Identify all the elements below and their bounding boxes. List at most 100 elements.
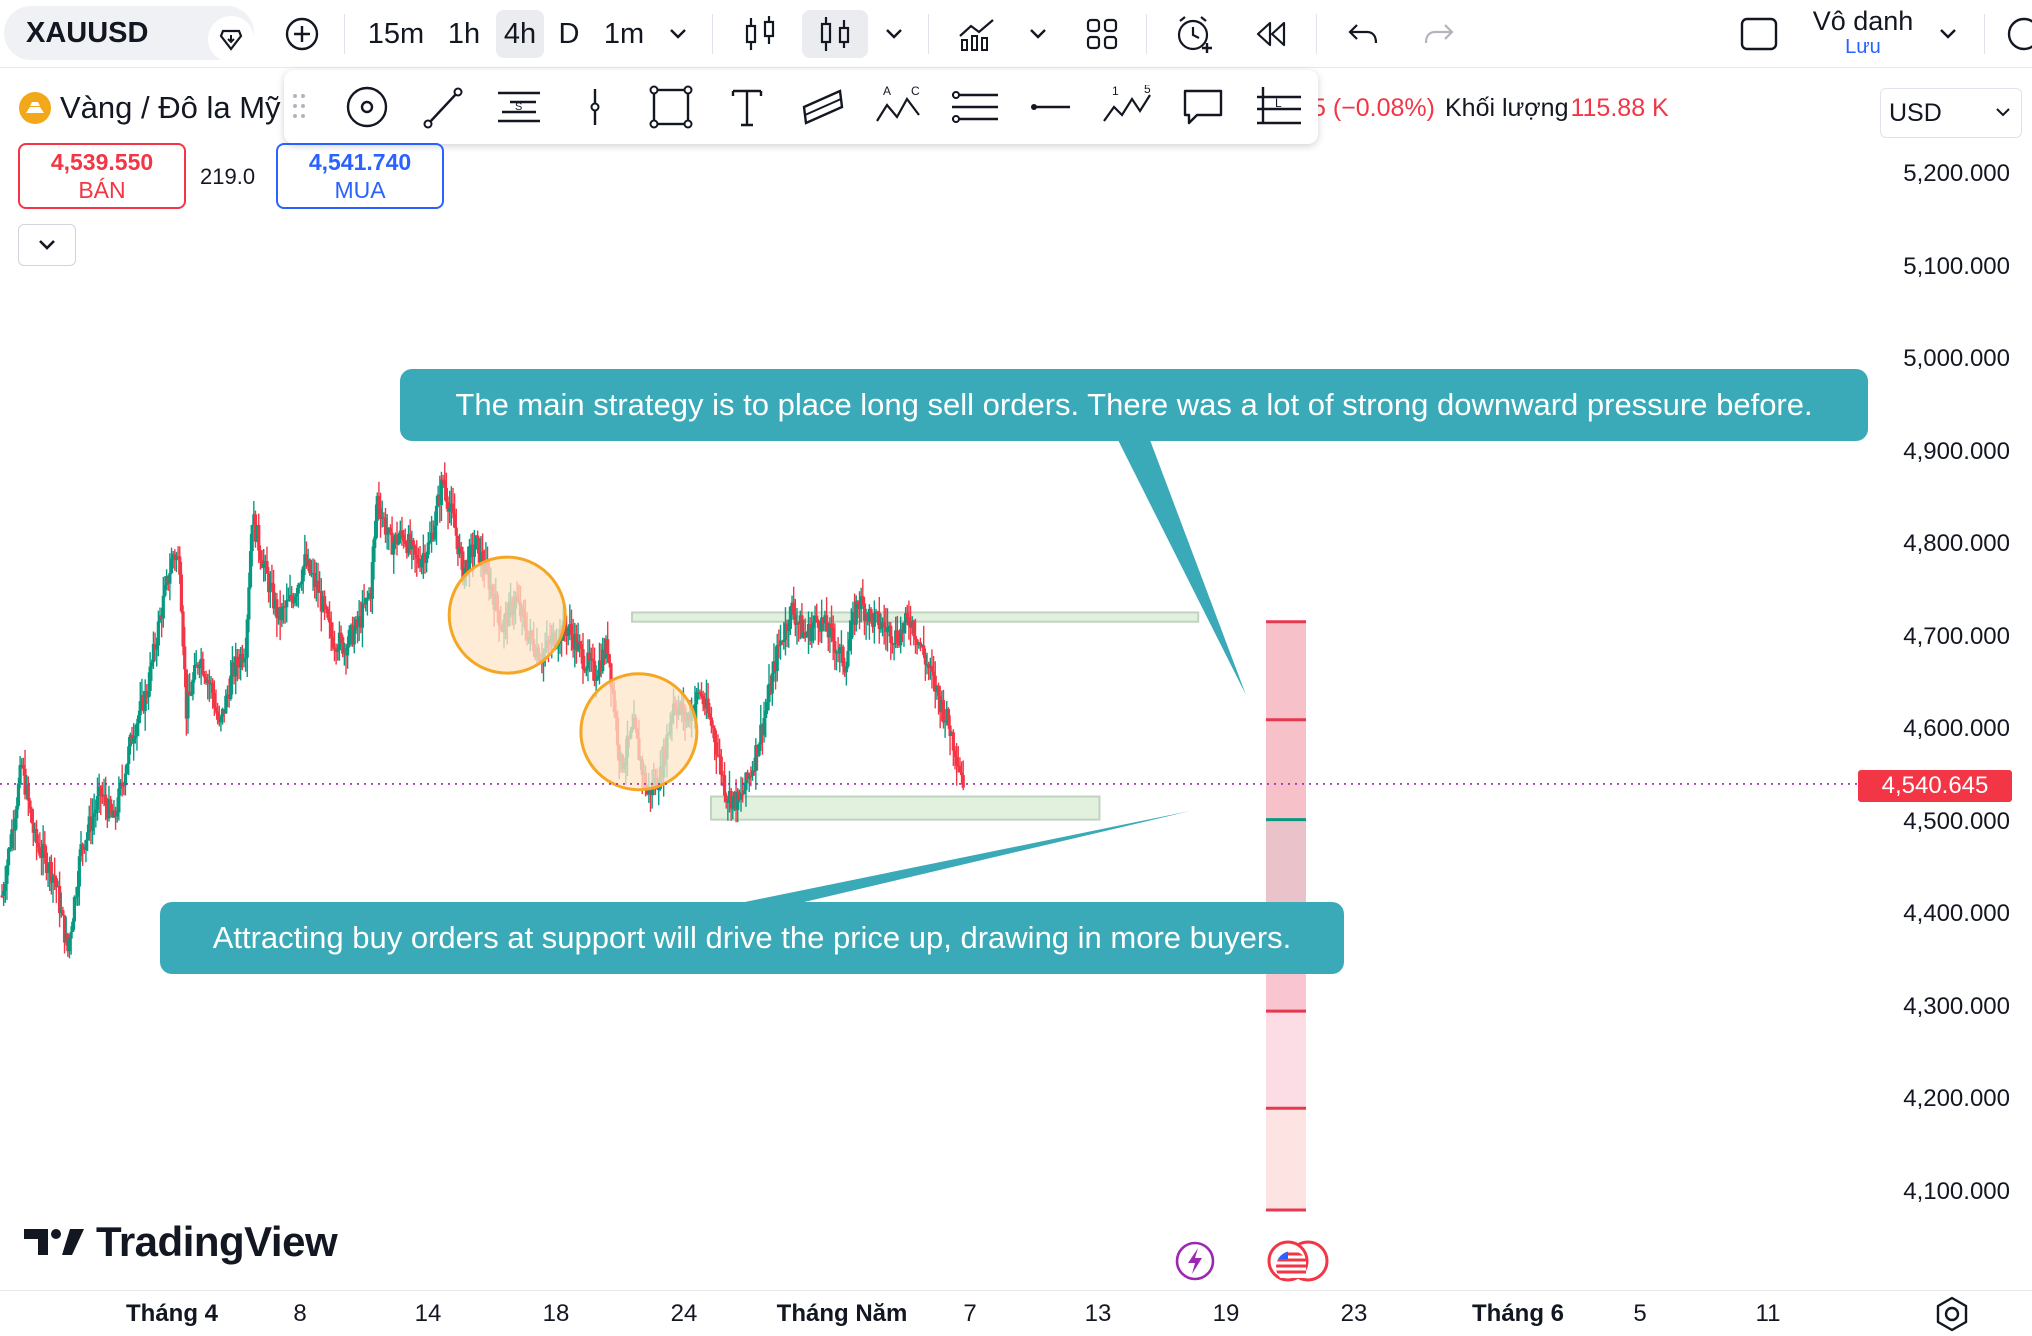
candle-body	[398, 530, 402, 539]
candles-style-icon[interactable]	[802, 10, 868, 58]
candle-body	[11, 829, 16, 831]
candle-body	[34, 829, 39, 844]
candle-body	[20, 764, 24, 767]
chevron-down-icon[interactable]	[876, 10, 912, 58]
candle-body	[197, 665, 202, 669]
candle-body	[727, 790, 732, 802]
fib-retracement-icon[interactable]: S	[490, 80, 548, 134]
collapse-legend-button[interactable]	[18, 224, 76, 266]
svg-text:5: 5	[1144, 85, 1151, 96]
candle-body	[876, 611, 880, 614]
candle-body	[936, 685, 941, 696]
candle-body	[594, 679, 598, 681]
timeframe-15m[interactable]: 15m	[367, 17, 425, 50]
candle-body	[79, 844, 83, 857]
bars-style-icon[interactable]	[736, 10, 784, 58]
add-symbol-icon[interactable]	[278, 10, 326, 58]
candle-body	[66, 933, 70, 952]
candle-body	[291, 600, 295, 604]
lightning-event-icon[interactable]	[1174, 1240, 1216, 1282]
long-position-icon[interactable]: L	[1250, 80, 1308, 134]
axis-settings-icon[interactable]	[1932, 1294, 1976, 1336]
layouts-grid-icon[interactable]	[1078, 10, 1126, 58]
chevron-down-icon[interactable]	[1930, 10, 1966, 58]
candle-body	[767, 683, 771, 703]
buy-button[interactable]: 4,541.740 MUA	[276, 143, 444, 209]
undo-icon[interactable]	[1340, 10, 1386, 58]
candle-body	[770, 673, 774, 694]
trend-line-icon[interactable]	[414, 80, 472, 134]
layout-name[interactable]: Vô danh Lưu	[1808, 6, 1918, 60]
candle-body	[765, 702, 769, 711]
rectangle-icon[interactable]	[642, 80, 700, 134]
candle-body	[271, 583, 276, 609]
timeframe-1m[interactable]: 1m	[603, 17, 645, 50]
clock-icon[interactable]	[2000, 10, 2032, 58]
callout-support[interactable]: Attracting buy orders at support will dr…	[160, 902, 1344, 974]
candle-body	[754, 745, 758, 771]
timeframe-4h[interactable]: 4h	[496, 10, 544, 58]
text-icon[interactable]	[718, 80, 776, 134]
candle-body	[209, 683, 213, 685]
candle-body	[564, 630, 569, 636]
candle-body	[828, 623, 832, 638]
candle-body	[212, 692, 216, 708]
candle-body	[115, 812, 119, 817]
horizontal-ray-icon[interactable]	[1022, 80, 1080, 134]
sell-button[interactable]: 4,539.550 BÁN	[18, 143, 186, 209]
candle-body	[693, 704, 697, 715]
candle-body	[436, 494, 440, 506]
candle-body	[227, 694, 231, 699]
candle-body	[216, 711, 220, 720]
redo-icon[interactable]	[1416, 10, 1462, 58]
alert-clock-icon[interactable]	[1170, 10, 1220, 58]
candle-body	[275, 599, 279, 619]
price-chart[interactable]	[0, 68, 2032, 1290]
candle-body	[456, 535, 460, 555]
candle-body	[573, 633, 577, 650]
replay-icon[interactable]	[1246, 10, 1294, 58]
candle-body	[867, 608, 871, 622]
candle-body	[788, 606, 792, 629]
buy-price: 4,541.740	[308, 149, 412, 175]
callout-icon[interactable]	[1174, 80, 1232, 134]
chevron-down-icon[interactable]	[660, 10, 696, 58]
candle-body	[174, 556, 179, 561]
vertical-line-icon[interactable]	[566, 80, 624, 134]
candle-body	[38, 847, 42, 856]
y-tick-label: 4,600.000	[1903, 715, 2010, 742]
candle-body	[211, 683, 215, 693]
channel-icon[interactable]	[794, 80, 852, 134]
candle-body	[301, 566, 305, 582]
candle-body	[918, 642, 923, 646]
candle-body	[568, 624, 572, 628]
candle-body	[23, 768, 27, 795]
candle-body	[247, 587, 251, 620]
candle-body	[476, 535, 480, 539]
candle-body	[722, 775, 727, 796]
drag-handle-icon[interactable]	[292, 90, 306, 126]
timeframe-d[interactable]: D	[558, 17, 580, 50]
horizontal-lines-icon[interactable]	[946, 80, 1004, 134]
chevron-down-icon[interactable]	[1020, 10, 1056, 58]
symbol-search[interactable]: XAUUSD	[4, 6, 254, 62]
candle-body	[6, 848, 11, 866]
indicators-icon[interactable]	[952, 10, 1002, 58]
fullscreen-square-icon[interactable]	[1734, 10, 1784, 58]
us-flag-events-icon[interactable]	[1266, 1238, 1334, 1284]
currency-select[interactable]: USD	[1880, 88, 2022, 138]
legend-title[interactable]: Vàng / Đô la Mỹ	[18, 90, 281, 126]
callout-strategy[interactable]: The main strategy is to place long sell …	[400, 369, 1868, 441]
candle-body	[94, 809, 98, 814]
y-tick-label: 5,200.000	[1903, 160, 2010, 187]
cursor-cross-icon[interactable]	[338, 80, 396, 134]
candle-body	[280, 607, 284, 621]
candle-body	[234, 656, 238, 677]
diamond-badge-icon[interactable]	[208, 16, 254, 62]
candle-body	[579, 644, 583, 650]
timeframe-1h[interactable]: 1h	[447, 17, 481, 50]
candle-body	[51, 875, 55, 883]
candle-body	[879, 627, 883, 630]
